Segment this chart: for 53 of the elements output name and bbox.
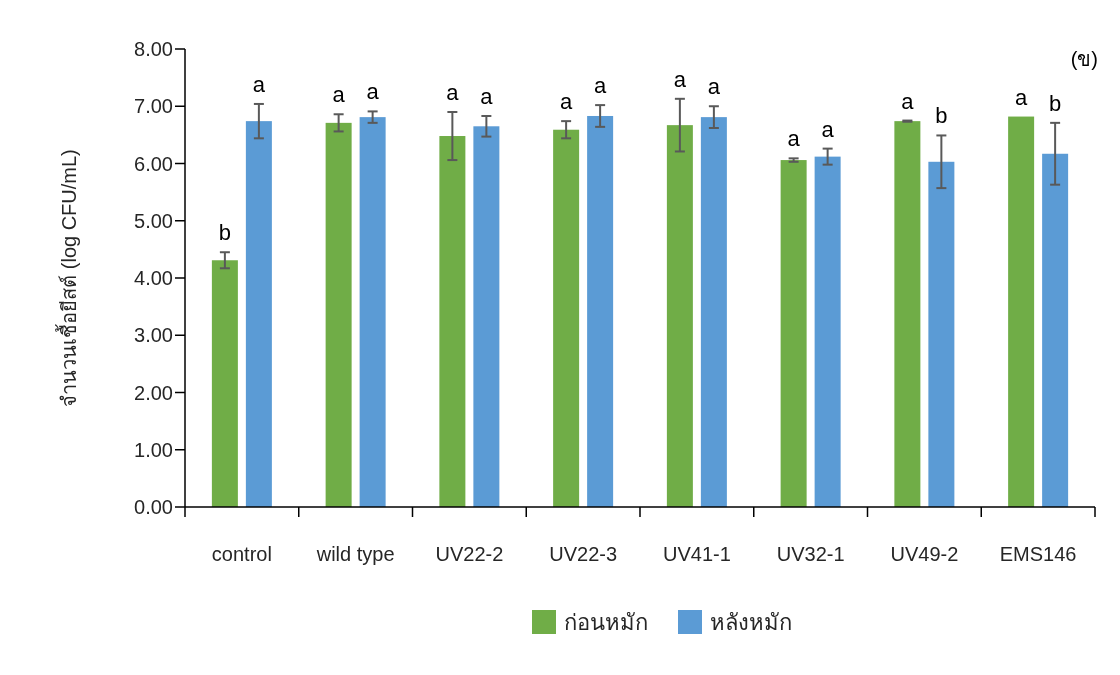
bar bbox=[359, 117, 386, 507]
data-label: a bbox=[366, 79, 380, 105]
bar bbox=[553, 129, 580, 507]
data-label: b bbox=[935, 103, 948, 129]
data-label: a bbox=[480, 83, 494, 109]
data-label: a bbox=[707, 74, 721, 100]
data-label: a bbox=[673, 66, 687, 92]
y-axis-title: จำนวนเชื้อยีสต์ (log CFU/mL) bbox=[55, 149, 80, 407]
bar bbox=[245, 121, 272, 507]
y-tick-label: 5.00 bbox=[134, 209, 173, 232]
y-tick-label: 3.00 bbox=[134, 324, 173, 347]
data-label: a bbox=[560, 89, 573, 115]
legend-label: ก่อนหมัก bbox=[564, 610, 648, 635]
data-label: a bbox=[252, 71, 266, 97]
bar bbox=[666, 125, 693, 507]
x-tick-label: UV32-1 bbox=[776, 543, 845, 565]
bar bbox=[1008, 116, 1035, 507]
y-tick-label: 6.00 bbox=[134, 152, 173, 175]
data-label: a bbox=[594, 73, 607, 99]
x-tick-label: UV41-1 bbox=[662, 543, 731, 565]
bar bbox=[1042, 153, 1069, 507]
data-label: a bbox=[332, 82, 346, 108]
y-tick-label: 0.00 bbox=[134, 496, 173, 518]
y-tick-label: 7.00 bbox=[134, 95, 173, 118]
bar bbox=[211, 260, 238, 507]
x-tick-label: UV49-2 bbox=[890, 543, 959, 565]
bar bbox=[325, 122, 352, 507]
x-tick-label: UV22-3 bbox=[549, 543, 618, 565]
x-tick-label: wild type bbox=[315, 543, 395, 565]
bar bbox=[700, 117, 727, 507]
bar bbox=[780, 160, 807, 507]
y-tick-label: 2.00 bbox=[134, 381, 173, 404]
data-label: a bbox=[901, 88, 915, 114]
data-label: a bbox=[787, 126, 801, 152]
data-label: b bbox=[1049, 90, 1062, 116]
x-tick-label: UV22-2 bbox=[435, 543, 504, 565]
bar bbox=[587, 115, 614, 507]
data-label: a bbox=[446, 79, 460, 105]
bar bbox=[814, 156, 841, 507]
bar bbox=[894, 121, 921, 507]
data-label: a bbox=[1015, 84, 1028, 110]
data-label: b bbox=[218, 220, 231, 246]
bar bbox=[473, 126, 500, 507]
x-tick-label: control bbox=[211, 543, 272, 565]
annotation: (ข) bbox=[1070, 48, 1098, 70]
data-label: a bbox=[821, 116, 835, 142]
bar bbox=[439, 136, 466, 507]
bar bbox=[928, 161, 955, 507]
y-tick-label: 1.00 bbox=[134, 438, 173, 461]
x-tick-label: EMS146 bbox=[999, 543, 1077, 565]
y-tick-label: 8.00 bbox=[134, 38, 173, 60]
legend-label: หลังหมัก bbox=[710, 610, 792, 635]
y-tick-label: 4.00 bbox=[134, 267, 173, 289]
